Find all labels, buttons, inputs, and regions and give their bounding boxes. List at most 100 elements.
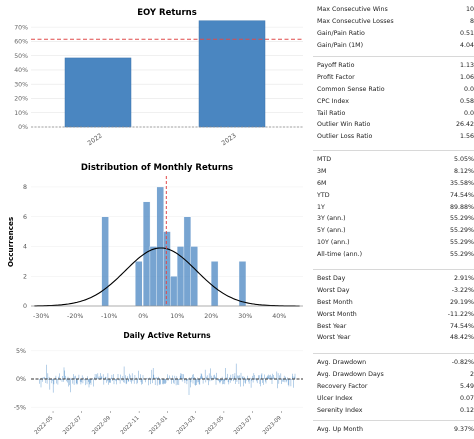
x-tick-label: 2022-11: [120, 415, 141, 436]
metrics-separator: [313, 353, 474, 354]
y-tick-label: 30%: [14, 81, 28, 88]
metric-row: Max Consecutive Wins 10: [313, 4, 474, 16]
metric-label: Best Month: [317, 298, 353, 306]
y-tick-label: -5%: [14, 404, 26, 411]
metric-row: Outlier Loss Ratio 1.56: [313, 131, 474, 143]
metric-row: 3M 8.12%: [313, 166, 474, 178]
chart-title: Daily Active Returns: [123, 331, 211, 340]
metric-label: Tail Ratio: [317, 109, 346, 117]
x-tick-label: 2022-09: [91, 415, 112, 436]
metric-row: Ulcer Index 0.07: [313, 393, 474, 405]
y-tick-label: 10%: [14, 110, 28, 117]
metric-row: Max Consecutive Losses 8: [313, 16, 474, 28]
metric-value: 74.54%: [449, 191, 474, 199]
y-tick-label: 40%: [14, 67, 28, 74]
metric-value: 5.05%: [453, 156, 474, 163]
metrics-separator: [313, 150, 474, 151]
histogram-bar: [135, 261, 143, 307]
y-tick-label: 2: [23, 273, 27, 280]
metric-value: 0.0: [463, 85, 474, 93]
metric-label: Common Sense Ratio: [317, 85, 385, 93]
metric-row: Best Month 29.19%: [313, 297, 474, 309]
metric-label: YTD: [317, 191, 330, 199]
metrics-separator: [313, 269, 474, 270]
metric-value: 1.13: [459, 62, 474, 69]
chart-title: Distribution of Monthly Returns: [81, 163, 233, 173]
metric-label: Avg. Drawdown Days: [317, 370, 384, 378]
histogram-bar: [163, 231, 171, 307]
metrics-group: Max Consecutive Wins 10 Max Consecutive Lo…: [313, 4, 474, 52]
metric-label: Best Day: [317, 275, 346, 282]
metric-value: -0.82%: [451, 359, 474, 366]
metric-row: MTD 5.05%: [313, 154, 474, 166]
bar-2022: [64, 57, 132, 128]
metric-label: Best Year: [317, 322, 347, 330]
metric-value: 8.12%: [453, 167, 474, 175]
metric-value: 8: [469, 17, 474, 25]
metric-label: Recovery Factor: [317, 382, 368, 390]
metric-value: 0.58: [459, 97, 474, 105]
metric-row: Worst Month -11.22%: [313, 309, 474, 321]
metrics-group: Avg. Drawdown -0.82% Avg. Drawdown Days 2 Re…: [313, 357, 474, 416]
histogram-bar: [101, 216, 109, 307]
x-tick-label: 2023-09: [262, 415, 283, 436]
metric-label: Profit Factor: [317, 73, 355, 81]
metric-label: 3Y (ann.): [317, 215, 346, 223]
metric-value: 35.58%: [449, 179, 474, 187]
metric-label: MTD: [317, 156, 332, 163]
x-tick-label: -30%: [33, 313, 49, 320]
chart-title: EOY Returns: [137, 8, 197, 18]
metric-row: CPC Index 0.58: [313, 96, 474, 108]
metric-value: 0.07: [459, 394, 474, 402]
histogram-bar: [190, 246, 198, 307]
metric-value: 2: [469, 370, 474, 378]
metric-row: Profit Factor 1.06: [313, 72, 474, 84]
y-tick-label: 0: [23, 303, 27, 310]
bar-2023: [198, 20, 266, 128]
metric-row: Gain/Pain Ratio 0.51: [313, 28, 474, 40]
metric-label: 5Y (ann.): [317, 227, 346, 235]
x-tick-label: 10%: [170, 313, 184, 320]
daily-active-returns-chart: Daily Active Returns 5% 0% -5% 2022-05 2022-0…: [14, 331, 303, 436]
y-tick-label: 70%: [14, 24, 28, 31]
metric-label: Avg. Drawdown: [317, 359, 367, 366]
metric-label: 10Y (ann.): [317, 239, 350, 247]
metric-row: All-time (ann.) 55.29%: [313, 249, 474, 261]
y-axis-label: Occurrences: [6, 217, 15, 267]
metrics-separator: [313, 420, 474, 421]
x-tick-label: 2023-03: [176, 415, 197, 436]
metrics-panel: Max Consecutive Wins 10 Max Consecutive Lo…: [313, 0, 474, 439]
metric-value: 0.12: [459, 406, 474, 414]
metric-value: 55.29%: [449, 215, 474, 223]
metric-value: 55.29%: [449, 227, 474, 235]
kde-curve: [34, 247, 300, 307]
metric-value: 89.88%: [449, 203, 474, 211]
metric-value: 0.51: [459, 29, 474, 37]
metric-row: Avg. Drawdown Days 2: [313, 369, 474, 381]
x-tick-label: 2023-01: [148, 415, 169, 436]
metric-label: Gain/Pain (1M): [317, 41, 364, 49]
x-tick-label: 2023: [221, 132, 238, 147]
y-tick-label: 6: [23, 214, 27, 221]
histogram-bar: [156, 186, 164, 307]
metric-value: 1.06: [459, 73, 474, 81]
metric-value: 29.19%: [449, 298, 474, 306]
metrics-group: Best Day 2.91% Worst Day -3.22% Best Month 29…: [313, 273, 474, 344]
metric-value: 9.37%: [453, 426, 474, 433]
metric-row: YTD 74.54%: [313, 190, 474, 202]
histogram-bar: [170, 276, 178, 307]
metric-value: 55.29%: [449, 239, 474, 247]
metric-row: Outlier Win Ratio 26.42: [313, 119, 474, 131]
metrics-group: MTD 5.05% 3M 8.12% 6M 35.58% YTD 74.54% 1Y 89.88%…: [313, 154, 474, 261]
metric-label: 6M: [317, 179, 327, 187]
metrics-group: Payoff Ratio 1.13 Profit Factor 1.06 Common …: [313, 60, 474, 143]
histogram-bar: [149, 246, 158, 307]
x-tick-label: 2022-05: [34, 415, 55, 436]
metric-row: Worst Day -3.22%: [313, 285, 474, 297]
y-tick-label: 5%: [16, 348, 26, 355]
metric-value: 48.42%: [449, 334, 474, 342]
metric-label: Serenity Index: [317, 406, 363, 414]
metric-label: All-time (ann.): [317, 251, 363, 259]
metric-row: 3Y (ann.) 55.29%: [313, 213, 474, 225]
metric-row: Common Sense Ratio 0.0: [313, 84, 474, 96]
